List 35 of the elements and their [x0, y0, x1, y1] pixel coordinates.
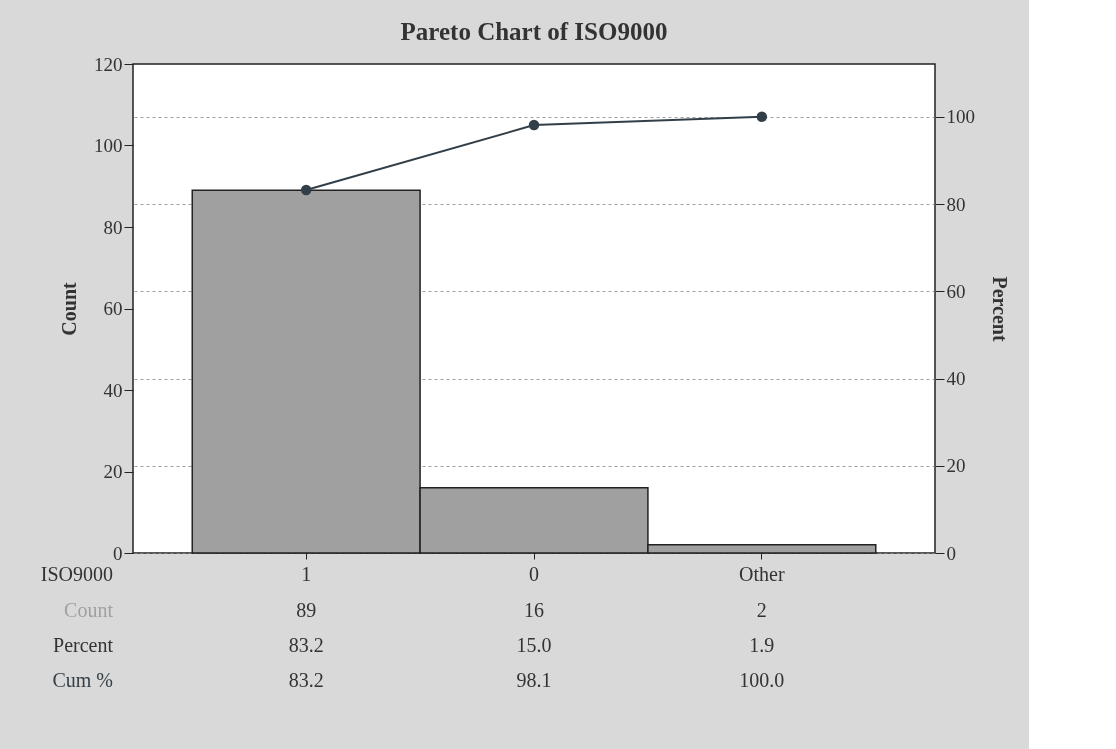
text: 1.9	[749, 634, 775, 656]
text: 15.0	[516, 634, 552, 656]
x-tick-label: 0	[529, 563, 539, 585]
data-label: 83.2	[288, 669, 324, 691]
y2-tick-label: 100	[946, 106, 975, 128]
data-label: 16	[524, 599, 544, 621]
data-label: 89	[296, 599, 317, 621]
y-axis-title: Count	[58, 281, 80, 336]
text: Count	[64, 599, 114, 621]
y2-tick-label: 20	[946, 455, 966, 477]
x-tick-label: Other	[739, 563, 785, 585]
point	[756, 111, 768, 123]
y-tick-label: 40	[103, 379, 123, 401]
point	[300, 184, 312, 196]
y-tick-label: 100	[94, 135, 123, 156]
y-tick-label: 60	[103, 298, 123, 319]
point	[528, 119, 540, 131]
text: Percent	[53, 634, 114, 656]
y-tick-label: 20	[103, 461, 123, 482]
y2-tick-label: 0	[946, 542, 956, 564]
text: Cum %	[52, 669, 113, 691]
data-label: 98.1	[516, 669, 552, 691]
chart-title: Pareto Chart of ISO9000	[400, 18, 668, 45]
y2-tick-label: 40	[946, 368, 966, 390]
y-tick-label: 80	[103, 216, 123, 238]
y2-tick-label: 60	[946, 280, 966, 302]
x-tick-label: 1	[301, 563, 312, 585]
data-label: 100.0	[739, 669, 785, 691]
y2-tick-label: 80	[946, 193, 966, 215]
y2-axis-title: Percent	[989, 276, 1011, 342]
x-axis-title: ISO9000	[40, 563, 113, 585]
y-tick-label: 0	[113, 542, 123, 564]
text: 83.2	[288, 634, 324, 656]
data-label: 2	[756, 599, 767, 621]
y-tick-label: 120	[94, 53, 123, 75]
